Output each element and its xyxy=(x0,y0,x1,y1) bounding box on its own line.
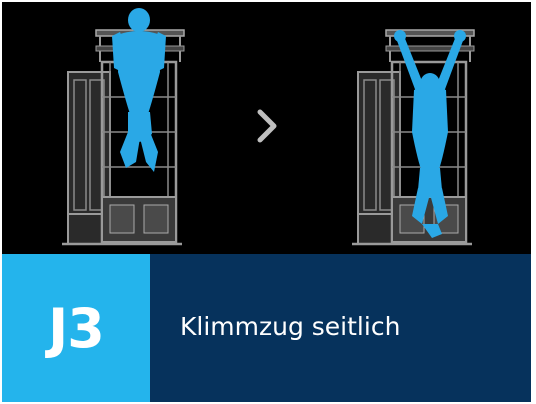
exercise-code: J3 xyxy=(48,296,105,360)
exercise-illustration xyxy=(2,2,531,254)
exercise-code-badge: J3 xyxy=(2,254,150,402)
figure-pullup-top xyxy=(112,8,166,172)
exercise-title-bar: Klimmzug seitlich xyxy=(150,254,531,402)
chevron-right-icon xyxy=(257,109,277,143)
exercise-banner: J3 Klimmzug seitlich xyxy=(2,254,531,402)
pullup-station-left xyxy=(62,29,185,246)
exercise-title: Klimmzug seitlich xyxy=(180,312,401,341)
pullup-station-right xyxy=(352,29,475,246)
figure-hanging-wide-grip xyxy=(394,30,466,238)
exercise-card: J3 Klimmzug seitlich xyxy=(2,2,531,402)
